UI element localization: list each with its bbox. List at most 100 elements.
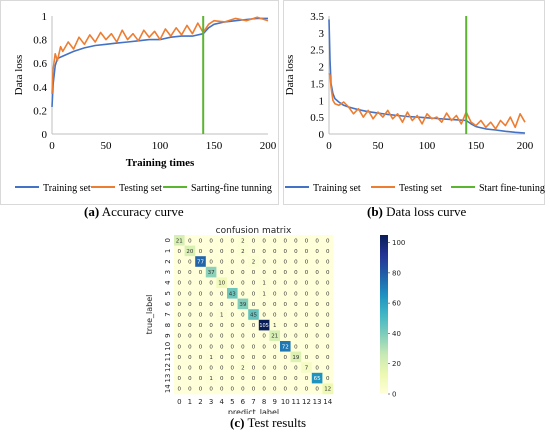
y-tick-label: 2 xyxy=(319,62,325,74)
matrix-cell xyxy=(174,383,185,395)
matrix-cell xyxy=(227,277,238,289)
accuracy-chart: 0 0.2 0.4 0.6 0.8 1 0 50 100 150 200 Data loss Train… xyxy=(0,0,279,205)
matrix-cell-value: 0 xyxy=(188,281,192,287)
matrix-cell xyxy=(248,288,260,299)
matrix-cell-value: 0 xyxy=(220,302,224,308)
matrix-cell xyxy=(205,256,217,268)
matrix-cell-value: 0 xyxy=(326,270,330,276)
matrix-cell-value: 0 xyxy=(209,281,213,287)
matrix-cell xyxy=(311,288,323,299)
matrix-cell-value: 0 xyxy=(241,313,245,319)
matrix-cell-value: 0 xyxy=(294,344,298,350)
y-tick-label: 4 xyxy=(164,280,172,285)
matrix-cell xyxy=(205,288,217,299)
matrix-cell xyxy=(227,256,238,268)
legend-testing-label: Testing set xyxy=(119,183,162,194)
y-tick-label: 0.8 xyxy=(33,35,47,47)
x-axis-label: Training times xyxy=(126,157,195,169)
y-tick-label: 0 xyxy=(164,238,172,242)
matrix-cell-value: 0 xyxy=(231,313,235,319)
matrix-cell xyxy=(269,235,281,246)
matrix-cell xyxy=(227,245,238,257)
matrix-cell-value: 0 xyxy=(220,344,224,350)
matrix-cell xyxy=(227,235,238,246)
matrix-cell xyxy=(174,351,185,363)
y-tick-label: 0.6 xyxy=(33,58,47,70)
matrix-cell xyxy=(227,266,238,278)
matrix-cell-value: 0 xyxy=(231,270,235,276)
matrix-cell xyxy=(301,330,313,342)
matrix-cell xyxy=(195,245,207,257)
matrix-cell-value: 0 xyxy=(326,334,330,340)
colorbar-tick-label: 100 xyxy=(392,239,405,247)
matrix-cell xyxy=(248,330,260,342)
matrix-cell xyxy=(216,256,228,268)
matrix-cell xyxy=(248,351,260,363)
matrix-cell xyxy=(269,383,281,395)
matrix-cell xyxy=(184,277,196,289)
matrix-cell xyxy=(227,383,238,395)
matrix-cell-value: 0 xyxy=(199,323,203,329)
matrix-cell-value: 1 xyxy=(209,355,213,361)
matrix-cell xyxy=(322,341,334,352)
matrix-cell-value: 0 xyxy=(199,355,203,361)
matrix-cell-value: 0 xyxy=(315,313,319,319)
matrix-cell xyxy=(322,383,334,395)
matrix-cell xyxy=(269,351,281,363)
x-tick-label: 50 xyxy=(373,140,385,152)
matrix-cell-value: 0 xyxy=(262,334,266,340)
matrix-cell-value: 0 xyxy=(220,260,224,266)
matrix-cell-value: 0 xyxy=(315,355,319,361)
matrix-cell-value: 0 xyxy=(252,376,256,382)
matrix-cell xyxy=(258,266,270,278)
matrix-cell-value: 0 xyxy=(209,387,213,393)
matrix-cell-value: 0 xyxy=(315,291,319,297)
matrix-cell xyxy=(322,288,334,299)
matrix-cell xyxy=(280,256,291,268)
matrix-cell-value: 0 xyxy=(315,238,319,244)
colorbar-tick-label: 40 xyxy=(392,330,401,338)
matrix-cell-value: 0 xyxy=(188,313,192,319)
matrix-cell xyxy=(301,266,313,278)
matrix-cell-value: 0 xyxy=(252,344,256,350)
matrix-cell-value: 0 xyxy=(284,366,288,372)
loss-caption-text: Data loss curve xyxy=(386,204,467,219)
matrix-cell-value: 0 xyxy=(294,376,298,382)
chart-frame xyxy=(0,0,279,205)
x-tick-label: 1 xyxy=(188,398,192,406)
matrix-cell-value: 2 xyxy=(241,249,245,255)
legend-training-label: Training set xyxy=(313,183,361,194)
matrix-cell xyxy=(280,245,291,257)
matrix-cell xyxy=(311,319,323,331)
matrix-cell-value: 0 xyxy=(262,249,266,255)
matrix-cell xyxy=(174,245,185,257)
matrix-cell-value: 0 xyxy=(199,313,203,319)
matrix-cell-value: 0 xyxy=(178,387,182,393)
matrix-cell-value: 0 xyxy=(231,302,235,308)
matrix-cell-value: 0 xyxy=(326,313,330,319)
matrix-cell xyxy=(322,330,334,342)
matrix-cell-value: 0 xyxy=(294,281,298,287)
matrix-cell-value: 0 xyxy=(284,376,288,382)
matrix-cell-value: 0 xyxy=(199,334,203,340)
matrix-cell xyxy=(269,372,281,384)
matrix-cell xyxy=(301,309,313,321)
matrix-cell xyxy=(301,351,313,363)
matrix-cell-value: 0 xyxy=(262,313,266,319)
matrix-cell-value: 0 xyxy=(220,376,224,382)
matrix-cell-value: 0 xyxy=(178,376,182,382)
matrix-cell xyxy=(216,288,228,299)
y-tick-label: 1.5 xyxy=(310,78,324,90)
matrix-cell xyxy=(301,362,313,374)
matrix-cell-value: 0 xyxy=(315,323,319,329)
x-tick-label: 9 xyxy=(272,398,276,406)
matrix-cell-value: 0 xyxy=(241,344,245,350)
matrix-cell xyxy=(184,330,196,342)
matrix-cell-value: 0 xyxy=(252,334,256,340)
series-line-testing xyxy=(51,16,269,94)
matrix-cell xyxy=(174,277,185,289)
matrix-cell-value: 0 xyxy=(305,323,309,329)
matrix-cell-value: 0 xyxy=(294,270,298,276)
y-tick-label: 2 xyxy=(164,259,172,263)
matrix-cell xyxy=(311,298,323,310)
